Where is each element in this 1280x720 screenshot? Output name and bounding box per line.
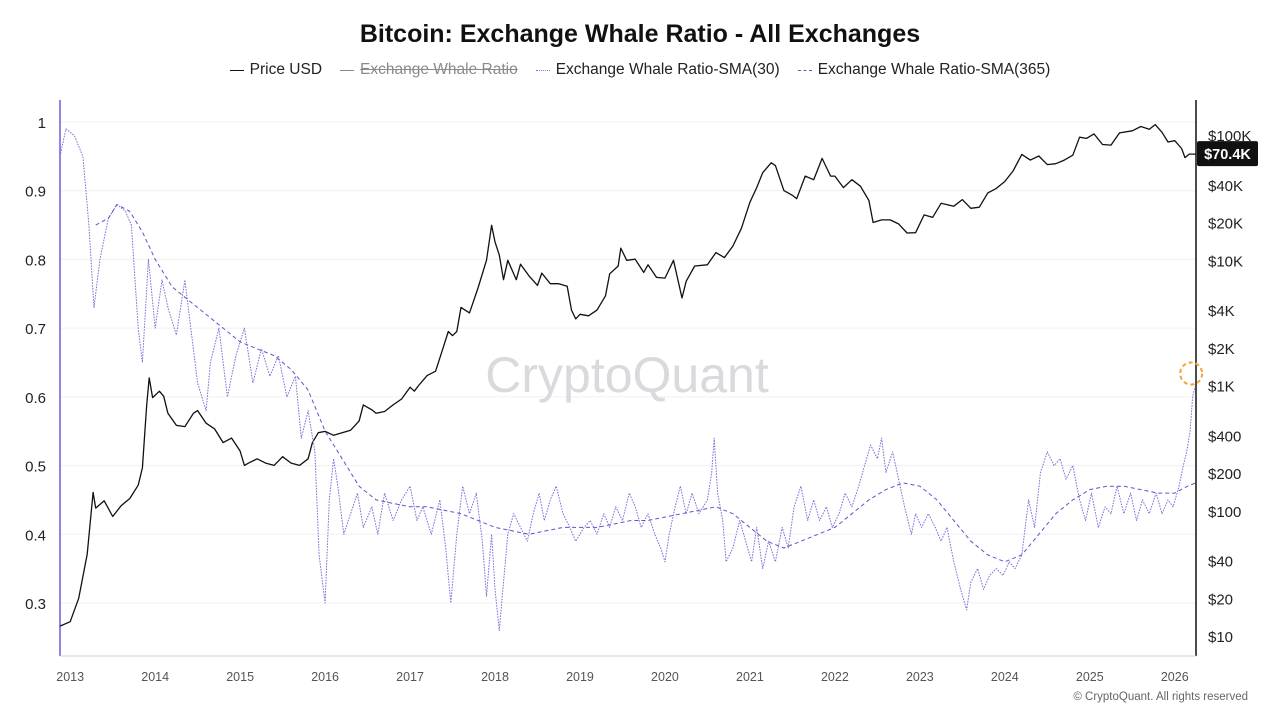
y-right-tick-labels: $100K $40K $20K $10K $4K $2K $1K $400 $200 $100 $4… [1208,128,1251,646]
y-right-tick-label: $4K [1208,303,1235,320]
y-left-tick-label: 0.7 [25,321,46,338]
x-tick-label: 2018 [481,670,509,684]
y-left-tick-label: 0.6 [25,390,46,407]
y-right-tick-label: $400 [1208,428,1241,445]
y-left-tick-label: 1 [38,115,46,132]
price-usd-line [59,123,1196,627]
current-price-tag: $70.4K [1197,141,1258,167]
y-right-tick-label: $100 [1208,504,1241,521]
y-right-tick-label: $100K [1208,128,1251,145]
legend-item-price-usd[interactable]: Price USD [229,61,323,79]
y-left-tick-label: 0.8 [25,252,46,269]
x-tick-label: 2025 [1076,670,1104,684]
current-price-tag-label: $70.4K [1204,147,1251,163]
y-left-tick-label: 0.4 [25,527,46,544]
y-left-tick-label: 0.3 [25,596,46,613]
legend-label: Exchange Whale Ratio-SMA(30) [555,61,780,78]
copyright-text: © CryptoQuant. All rights reserved [1073,691,1248,703]
legend-swatch-dotted [535,69,550,71]
chart-legend: Price USD Exchange Whale Ratio Exchange … [0,61,1280,79]
x-tick-label: 2016 [311,670,339,684]
legend-item-sma365[interactable]: Exchange Whale Ratio-SMA(365) [797,61,1051,79]
x-tick-label: 2026 [1161,670,1189,684]
grid-lines [60,121,1196,604]
y-right-tick-label: $10K [1208,253,1243,270]
legend-label: Exchange Whale Ratio-SMA(365) [817,61,1051,78]
x-tick-label: 2015 [226,670,254,684]
x-tick-label: 2022 [821,670,849,684]
x-tick-label: 2024 [991,670,1019,684]
legend-item-exchange-whale-ratio[interactable]: Exchange Whale Ratio [340,61,518,79]
watermark-text: CryptoQuant [485,347,769,403]
y-left-tick-labels: 1 0.9 0.8 0.7 0.6 0.5 0.4 0.3 [25,115,46,613]
y-right-tick-label: $10 [1208,629,1233,646]
y-right-tick-label: $20K [1208,216,1243,233]
y-right-tick-label: $2K [1208,341,1235,358]
x-tick-labels: 2013 2014 2015 2016 2017 2018 2019 2020 2021 2022… [56,670,1188,684]
chart-title: Bitcoin: Exchange Whale Ratio - All Exch… [359,20,921,48]
legend-label: Price USD [249,61,323,78]
legend-swatch-dashed [797,69,812,71]
legend-label: Exchange Whale Ratio [360,61,518,78]
y-right-tick-label: $1K [1208,379,1235,396]
current-price-tag-bg [1197,141,1258,167]
sma30-line [59,128,1196,631]
y-left-tick-label: 0.5 [25,459,46,476]
legend-item-sma30[interactable]: Exchange Whale Ratio-SMA(30) [535,61,780,79]
legend-swatch-solid [340,69,355,71]
x-tick-label: 2013 [56,670,84,684]
x-tick-label: 2019 [566,670,594,684]
highlight-circle [1179,361,1204,386]
y-right-tick-label: $200 [1208,466,1241,483]
y-left-tick-label: 0.9 [25,184,46,201]
y-right-tick-label: $40 [1208,554,1233,571]
y-right-tick-label: $40K [1208,178,1243,195]
x-tick-label: 2023 [906,670,934,684]
x-tick-label: 2020 [651,670,679,684]
x-tick-label: 2014 [141,670,169,684]
y-right-tick-label: $20 [1208,591,1233,608]
x-tick-label: 2021 [736,670,764,684]
x-tick-label: 2017 [396,670,424,684]
legend-swatch-solid [229,69,244,71]
sma365-line [95,204,1197,563]
